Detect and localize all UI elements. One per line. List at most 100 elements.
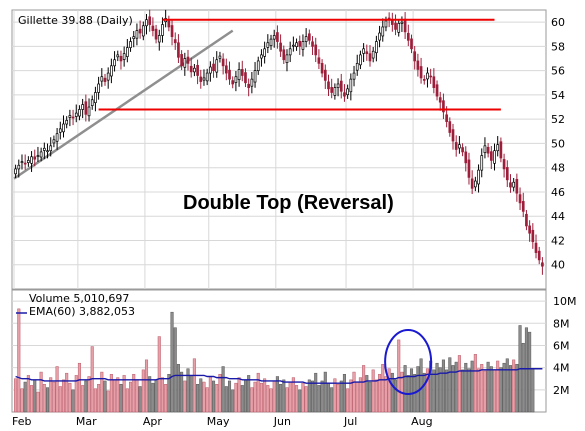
candle [113,51,116,72]
volume-tick-label: 6M [553,339,570,352]
candle-body [359,54,362,66]
candle-body [534,242,538,253]
volume-bar [467,368,471,413]
candle [116,50,120,62]
candle [330,78,334,99]
candle-body [68,115,72,118]
candle [419,57,423,84]
volume-bar [381,364,385,413]
volume-bar [480,364,484,413]
volume-bar [403,365,407,413]
volume-bar [531,368,535,413]
volume-bar [84,380,88,413]
candle [129,37,132,52]
candle [193,63,196,77]
candle [103,73,107,86]
volume-bar [524,327,528,413]
volume-bar [362,365,366,413]
candle [528,220,531,242]
candle [365,44,369,61]
candle [304,28,308,48]
volume-bar [496,360,500,413]
candle [336,78,340,97]
volume-bar [183,380,187,413]
candle-body [23,162,27,165]
candle-body [154,28,158,40]
candle [327,74,330,97]
price-tick-label: 58 [551,40,565,53]
candle [189,57,193,78]
candle-body [138,28,142,34]
price-tick-label: 52 [551,113,565,126]
candle-body [231,80,235,85]
volume-bar [272,380,276,413]
candle-body [42,147,46,151]
candle [256,56,260,75]
volume-bar [477,368,481,413]
volume-bar [167,374,171,413]
candle [119,50,123,70]
candle [413,46,417,70]
candle-body [371,50,375,59]
candle [33,149,37,167]
volume-bar [441,359,445,413]
candle-body [537,250,541,261]
chart-title: Gillette 39.88 (Daily) [18,14,133,27]
volume-bar [492,369,497,413]
candle-body [78,109,81,117]
candle-body [355,63,359,71]
candle-body [74,112,78,117]
candle [170,19,174,46]
candle [272,29,276,48]
candle-body [489,151,493,161]
volume-bar [224,386,228,413]
candle [55,128,59,150]
candle-body [240,69,244,76]
candle-body [362,48,365,54]
volume-bar [438,367,442,413]
candle-body [464,151,468,164]
candle-body [116,54,120,58]
candle-body [327,81,330,90]
price-tick-label: 60 [551,16,565,29]
candle [228,61,231,85]
candle-body [311,41,314,47]
candle [250,71,254,94]
candle [141,21,145,41]
volume-bar [304,386,308,413]
candle-body [454,142,458,150]
volume-bar [409,368,414,413]
month-label: Jul [343,415,357,428]
volume-bar [269,388,273,413]
volume-bar [266,385,270,413]
volume-bar [199,378,203,413]
price-tick-label: 40 [551,259,565,272]
candle-body [58,128,62,133]
volume-bar [508,365,513,413]
candle [525,210,528,231]
volume-bar [218,374,222,413]
volume-bar [151,382,155,413]
candle-body [100,76,104,82]
candle [221,53,225,75]
candle [486,143,490,158]
candle-body [531,229,535,243]
volume-bar [100,371,104,413]
candle [378,25,381,48]
candle [537,246,541,265]
volume-bar [256,372,260,413]
month-axis: Feb Mar Apr May Jun Jul Aug [12,415,433,428]
candle [320,59,324,78]
candle [94,86,97,112]
candle-body [470,178,474,189]
candle [362,43,365,63]
candle-body [196,64,199,76]
candle [260,49,263,67]
candle-body [173,39,177,44]
candle [177,34,180,64]
candle-body [330,87,334,93]
candle [461,143,464,157]
candle [458,136,461,154]
candle [285,49,289,72]
